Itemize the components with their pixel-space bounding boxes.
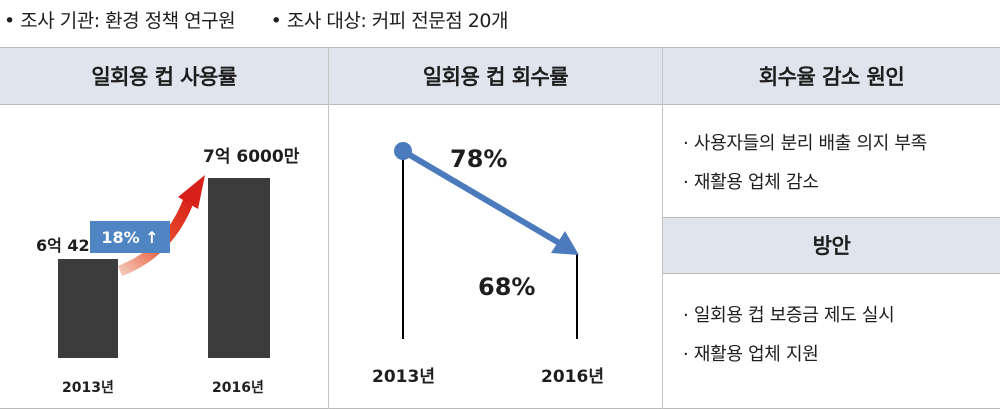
cause-item: · 사용자들의 분리 배출 의지 부족 <box>683 133 927 154</box>
series-arrowhead <box>551 231 579 255</box>
header-recovery: 일회용 컵 회수률 <box>329 47 662 104</box>
solution-item: · 재활용 업체 지원 <box>683 344 819 365</box>
header-cause: 회수율 감소 원인 <box>663 47 1000 104</box>
solution-divider <box>663 273 1000 274</box>
summary-table: 일회용 컵 사용률 일회용 컵 회수률 회수율 감소 원인 방안 6억 4200… <box>0 47 1000 409</box>
x-tick-2016: 2016년 <box>212 380 264 396</box>
value-label-78: 78% <box>450 145 508 173</box>
value-label-68: 68% <box>478 273 536 301</box>
x-tick-2013: 2013년 <box>372 367 435 387</box>
header-solution: 방안 <box>663 217 1000 273</box>
survey-target: • 조사 대상: 커피 전문점 20개 <box>270 10 509 32</box>
recovery-line-svg <box>394 142 579 339</box>
point-2013 <box>394 142 412 160</box>
growth-badge: 18% ↑ <box>90 221 170 253</box>
x-tick-2016: 2016년 <box>541 367 604 387</box>
header-divider <box>0 104 1000 105</box>
cause-divider <box>663 217 1000 218</box>
column-divider-2 <box>662 47 663 409</box>
value-label-2016: 7억 6000만 <box>203 147 300 167</box>
series-line <box>401 148 563 247</box>
header-usage: 일회용 컵 사용률 <box>0 47 328 104</box>
arrow-head <box>178 175 205 209</box>
survey-org: • 조사 기관: 환경 정책 연구원 <box>4 10 236 32</box>
bar-2013 <box>58 259 118 358</box>
table-top-border <box>0 47 1000 48</box>
column-divider-1 <box>328 47 329 409</box>
cause-item: · 재활용 업체 감소 <box>683 172 819 193</box>
x-tick-2013: 2013년 <box>62 380 114 396</box>
survey-info: • 조사 기관: 환경 정책 연구원 • 조사 대상: 커피 전문점 20개 <box>4 6 538 33</box>
solution-item: · 일회용 컵 보증금 제도 실시 <box>683 305 895 326</box>
bar-2016 <box>208 178 270 358</box>
